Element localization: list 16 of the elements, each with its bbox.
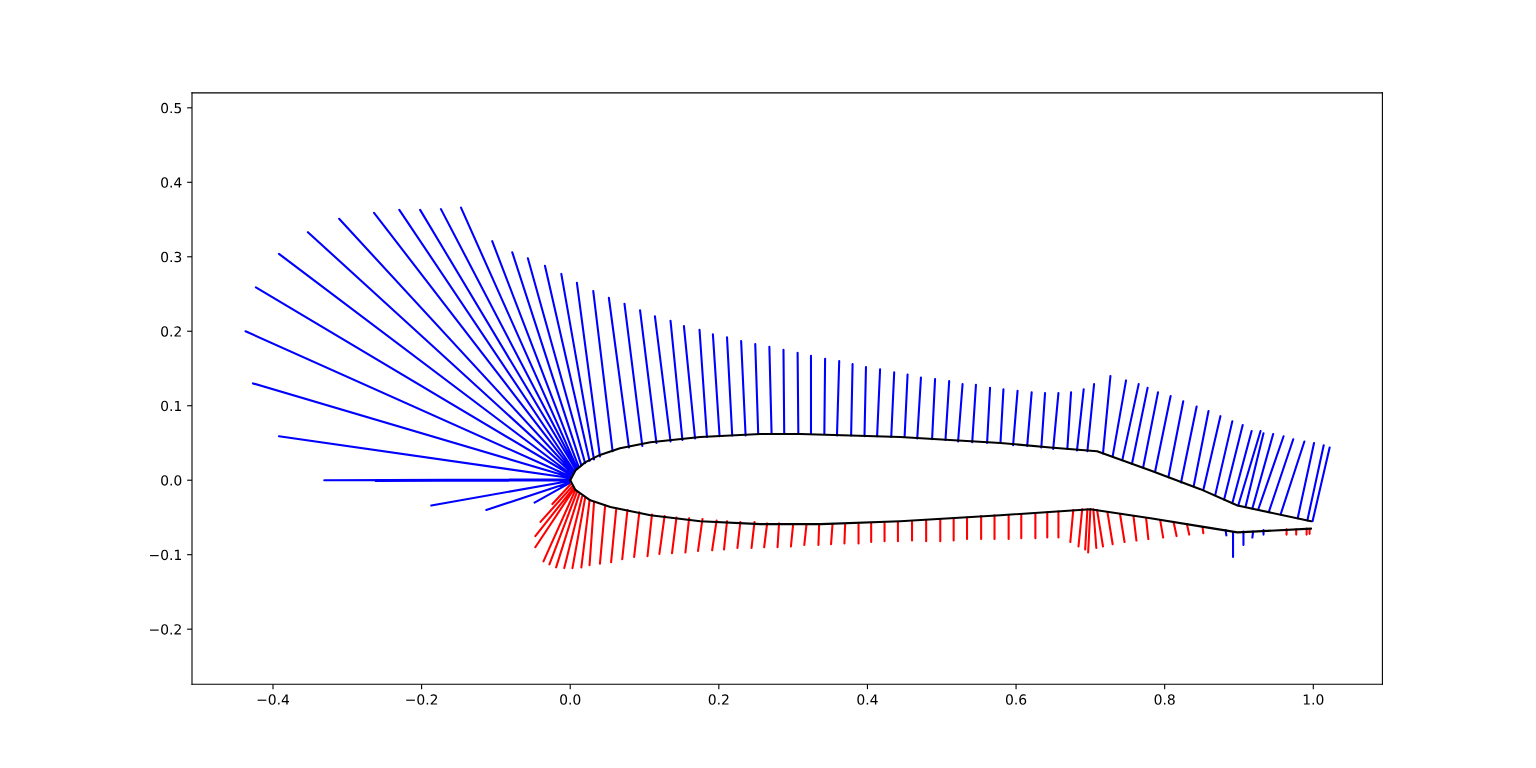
y-tick-label: −0.2 xyxy=(150,624,181,635)
y-tick-label: 0.0 xyxy=(161,475,182,486)
x-tick-label: 0.8 xyxy=(1154,694,1175,705)
x-tick-label: 0.6 xyxy=(1005,694,1027,705)
y-tick-label: 0.2 xyxy=(161,326,181,337)
x-tick-label: 0.2 xyxy=(708,694,729,705)
y-tick-label: −0.1 xyxy=(150,549,181,561)
y-tick-label: 0.3 xyxy=(161,251,182,263)
y-tick-label: 0.4 xyxy=(161,177,182,188)
x-tick-label: 1.0 xyxy=(1303,694,1324,705)
y-tick-label: 0.5 xyxy=(161,102,182,114)
y-tick-label: 0.1 xyxy=(161,400,181,412)
x-tick-label: 0.4 xyxy=(857,694,878,705)
x-tick-label: −0.2 xyxy=(406,694,438,705)
x-tick-label: 0.0 xyxy=(560,694,581,705)
x-tick-label: −0.4 xyxy=(257,694,290,705)
